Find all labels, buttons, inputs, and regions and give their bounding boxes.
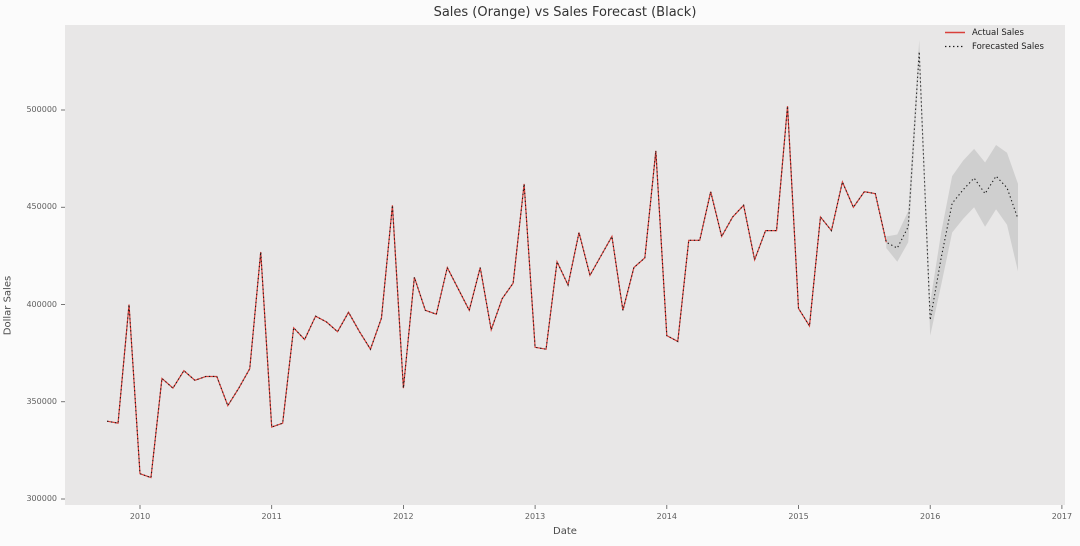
plot-area [65,25,1065,505]
y-tick-label: 300000 [26,494,57,503]
x-tick-label: 2016 [920,512,941,521]
y-tick-label: 400000 [26,299,57,309]
legend-label-forecast: Forecasted Sales [972,41,1044,52]
x-tick-label: 2010 [129,512,151,521]
legend-label-actual: Actual Sales [972,27,1024,38]
x-tick-label: 2012 [393,512,414,521]
actual-line-swatch-icon [945,31,965,34]
y-tick-label: 500000 [26,105,57,114]
x-tick-label: 2017 [1051,512,1073,521]
x-tick-label: 2015 [788,512,809,521]
legend-item-actual: Actual Sales [944,27,1044,38]
y-tick-label: 350000 [26,396,57,406]
legend-item-forecast: Forecasted Sales [944,41,1044,52]
x-tick-label: 2013 [524,512,546,521]
forecast-line-swatch-icon [945,45,965,48]
legend: Actual Sales Forecasted Sales [944,27,1044,52]
chart-title: Sales (Orange) vs Sales Forecast (Black) [433,5,697,20]
x-axis-label: Date [553,526,577,537]
forecast-confidence-band [886,39,1018,336]
x-tick-label: 2014 [656,512,677,521]
x-tick-label: 2011 [261,512,282,521]
y-tick-label: 450000 [26,202,57,212]
